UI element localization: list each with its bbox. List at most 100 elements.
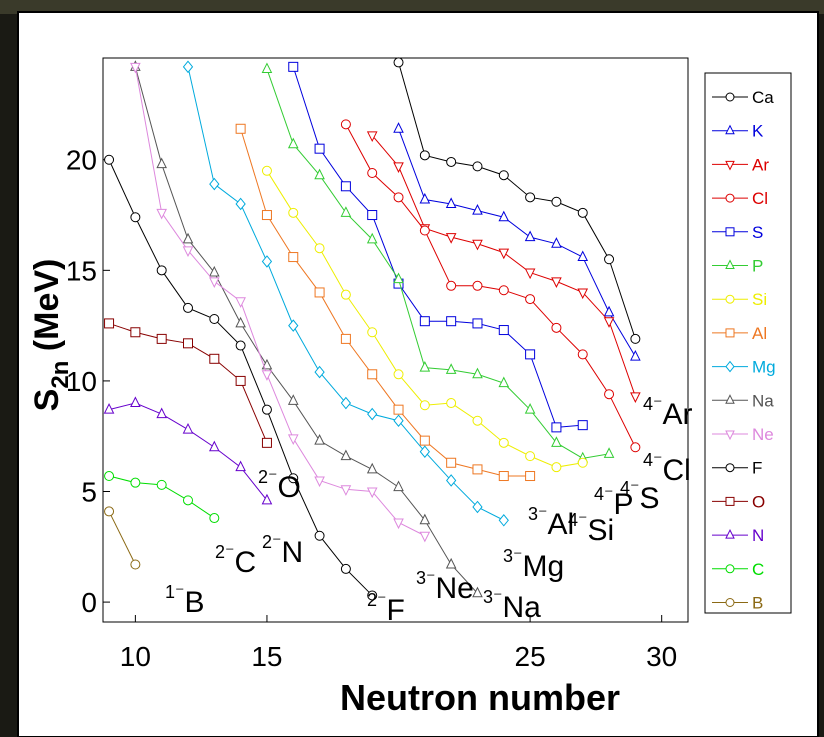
marker [103, 403, 115, 414]
marker [261, 370, 273, 381]
y-label-unit: (MeV) [28, 259, 66, 361]
marker [604, 254, 615, 265]
marker [314, 476, 325, 488]
x-tick-label: 25 [515, 641, 546, 672]
y-tick-label: 20 [66, 145, 97, 176]
marker [577, 288, 589, 300]
nuclide-mass: 4⁻ [594, 484, 614, 504]
marker [630, 349, 641, 361]
marker [498, 437, 509, 448]
marker [288, 473, 299, 484]
marker [314, 168, 325, 180]
marker [367, 168, 378, 179]
marker [340, 449, 352, 461]
marker [340, 563, 351, 574]
marker [340, 333, 351, 344]
nuclide-label: 3⁻Na [483, 587, 541, 624]
marker [445, 363, 457, 374]
series-line [292, 66, 583, 428]
marker [419, 361, 431, 372]
marker [314, 434, 325, 445]
marker [498, 170, 509, 181]
legend-marker [725, 394, 735, 404]
nuclide-label: 2⁻F [367, 590, 405, 627]
marker [525, 471, 536, 482]
marker [209, 440, 220, 452]
plot-frame [102, 57, 689, 623]
marker [419, 435, 430, 446]
marker [261, 210, 272, 221]
marker [367, 327, 378, 338]
marker [314, 365, 325, 379]
photo-strip [0, 0, 824, 14]
marker [156, 208, 167, 220]
marker [393, 414, 404, 428]
marker [472, 367, 483, 379]
marker [104, 154, 115, 165]
marker [446, 398, 457, 409]
marker [366, 131, 378, 143]
nuclide-label: 3⁻Ne [416, 568, 474, 605]
marker [340, 396, 352, 410]
marker [446, 316, 457, 327]
legend-marker [725, 193, 735, 203]
marker [419, 531, 431, 543]
legend-marker [725, 360, 735, 373]
marker [235, 297, 246, 308]
legend-marker [725, 430, 735, 441]
nuclide-label: 4⁻S [620, 478, 660, 515]
nuclide-mass: 2⁻ [367, 590, 387, 610]
marker [261, 62, 273, 74]
legend-box [704, 72, 792, 614]
marker [472, 239, 483, 251]
legend-label: Ne [752, 425, 774, 444]
legend-label: C [752, 560, 764, 579]
nuclide-symbol: Ar [663, 398, 693, 431]
series-line [108, 511, 136, 565]
marker [551, 436, 562, 447]
marker [340, 119, 351, 130]
marker [288, 207, 299, 218]
marker [314, 287, 325, 298]
marker [366, 462, 378, 474]
nuclide-mass: 3⁻ [528, 504, 548, 524]
nuclide-symbol: P [614, 488, 634, 521]
nuclide-mass: 4⁻ [620, 478, 640, 498]
marker [340, 289, 351, 300]
marker [209, 277, 220, 289]
marker [524, 403, 536, 414]
nuclide-mass: 2⁻ [215, 542, 235, 562]
marker [630, 442, 641, 453]
marker [603, 317, 615, 328]
nuclide-symbol: C [235, 546, 257, 579]
nuclide-mass: 4⁻ [568, 510, 588, 530]
marker [209, 313, 220, 324]
nuclide-symbol: S [640, 482, 660, 515]
y-tick-label: 0 [81, 587, 97, 618]
marker [525, 451, 536, 462]
marker [288, 61, 299, 72]
marker [419, 316, 430, 327]
marker [419, 192, 431, 204]
nuclide-mass: 4⁻ [643, 450, 663, 470]
marker [314, 143, 325, 154]
marker [367, 590, 378, 601]
legend-label: Mg [752, 358, 776, 377]
nuclide-symbol: Mg [523, 550, 565, 583]
marker [156, 407, 167, 419]
marker [288, 319, 299, 332]
marker [235, 460, 246, 472]
legend-marker [725, 564, 735, 574]
marker [446, 474, 457, 487]
marker [393, 122, 404, 133]
marker [287, 394, 299, 405]
marker [287, 137, 299, 149]
nuclide-mass: 1⁻ [165, 582, 185, 602]
x-tick-label: 30 [646, 641, 677, 672]
legend-label: S [752, 223, 763, 242]
marker [156, 265, 167, 276]
legend-label: K [752, 122, 764, 141]
marker [209, 353, 220, 364]
nuclide-label: 3⁻Mg [503, 546, 564, 583]
legend-marker [725, 496, 735, 506]
